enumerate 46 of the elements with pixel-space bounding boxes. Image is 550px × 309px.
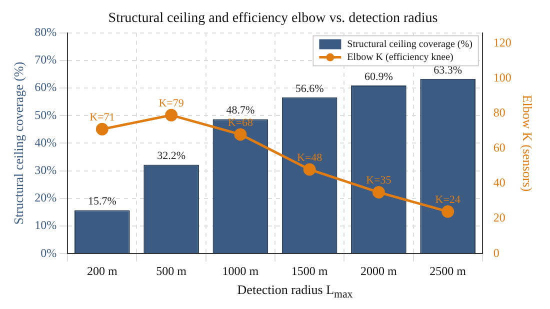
y-tick-label: 10%: [34, 218, 57, 232]
data-label: K=35: [366, 174, 392, 187]
x-tick-label: 2500 m: [430, 264, 467, 278]
data-label: 60.9%: [364, 70, 393, 83]
y2-tick-label: 80: [493, 106, 506, 120]
x-axis-title: Detection radius L$_{max}$: [236, 282, 354, 301]
y2-tick-label: 60: [493, 140, 506, 155]
point: [234, 128, 247, 141]
point: [372, 186, 385, 199]
point: [96, 122, 108, 136]
y-tick-label: 30%: [34, 162, 57, 177]
y-tick-label: 40%: [34, 135, 57, 150]
point: [165, 108, 178, 122]
y2-tick-label: 20: [493, 210, 506, 225]
data-label: K=24: [435, 194, 461, 206]
data-label: 15.7%: [88, 196, 116, 208]
data-label: K=68: [228, 116, 254, 129]
y-axis-title: Structural ceiling coverage (%): [11, 62, 26, 225]
x-tick-label: 200 m: [86, 264, 118, 278]
y-tick-label: 80%: [34, 24, 57, 39]
y2-tick-label: 40: [493, 176, 506, 190]
data-label: K=79: [158, 98, 184, 110]
data-label: 32.2%: [157, 150, 186, 162]
data-label: 63.3%: [434, 64, 462, 76]
data-label: 48.7%: [226, 104, 255, 117]
y-tick-label: 70%: [34, 52, 57, 67]
chart-title: Structural ceiling and efficiency elbow vs. detection radius: [108, 11, 438, 26]
data-label: K=48: [296, 152, 323, 164]
x-tick-label: 1000 m: [222, 264, 260, 278]
y-tick-label: 0%: [40, 246, 57, 260]
y2-tick-label: 120: [493, 35, 512, 50]
x-tick-label: 2000 m: [360, 264, 398, 278]
data-label: K=71: [90, 112, 115, 124]
x-tick-label: 500 m: [156, 264, 188, 278]
y-tick-label: 50%: [34, 108, 57, 122]
y2-axis-title: Elbow K (sensors): [520, 94, 535, 192]
x-tick-label: 1500 m: [291, 264, 328, 278]
data-label: 56.6%: [295, 82, 324, 95]
y-tick-label: 20%: [34, 190, 57, 205]
point: [303, 163, 316, 176]
y-tick-label: 60%: [34, 80, 57, 94]
legend-label: Elbow K (efficiency knee): [347, 52, 454, 63]
y2-tick-label: 0: [493, 246, 500, 260]
legend-label: Structural ceiling coverage (%): [347, 38, 472, 50]
point: [442, 205, 454, 218]
y2-tick-label: 100: [493, 70, 512, 85]
